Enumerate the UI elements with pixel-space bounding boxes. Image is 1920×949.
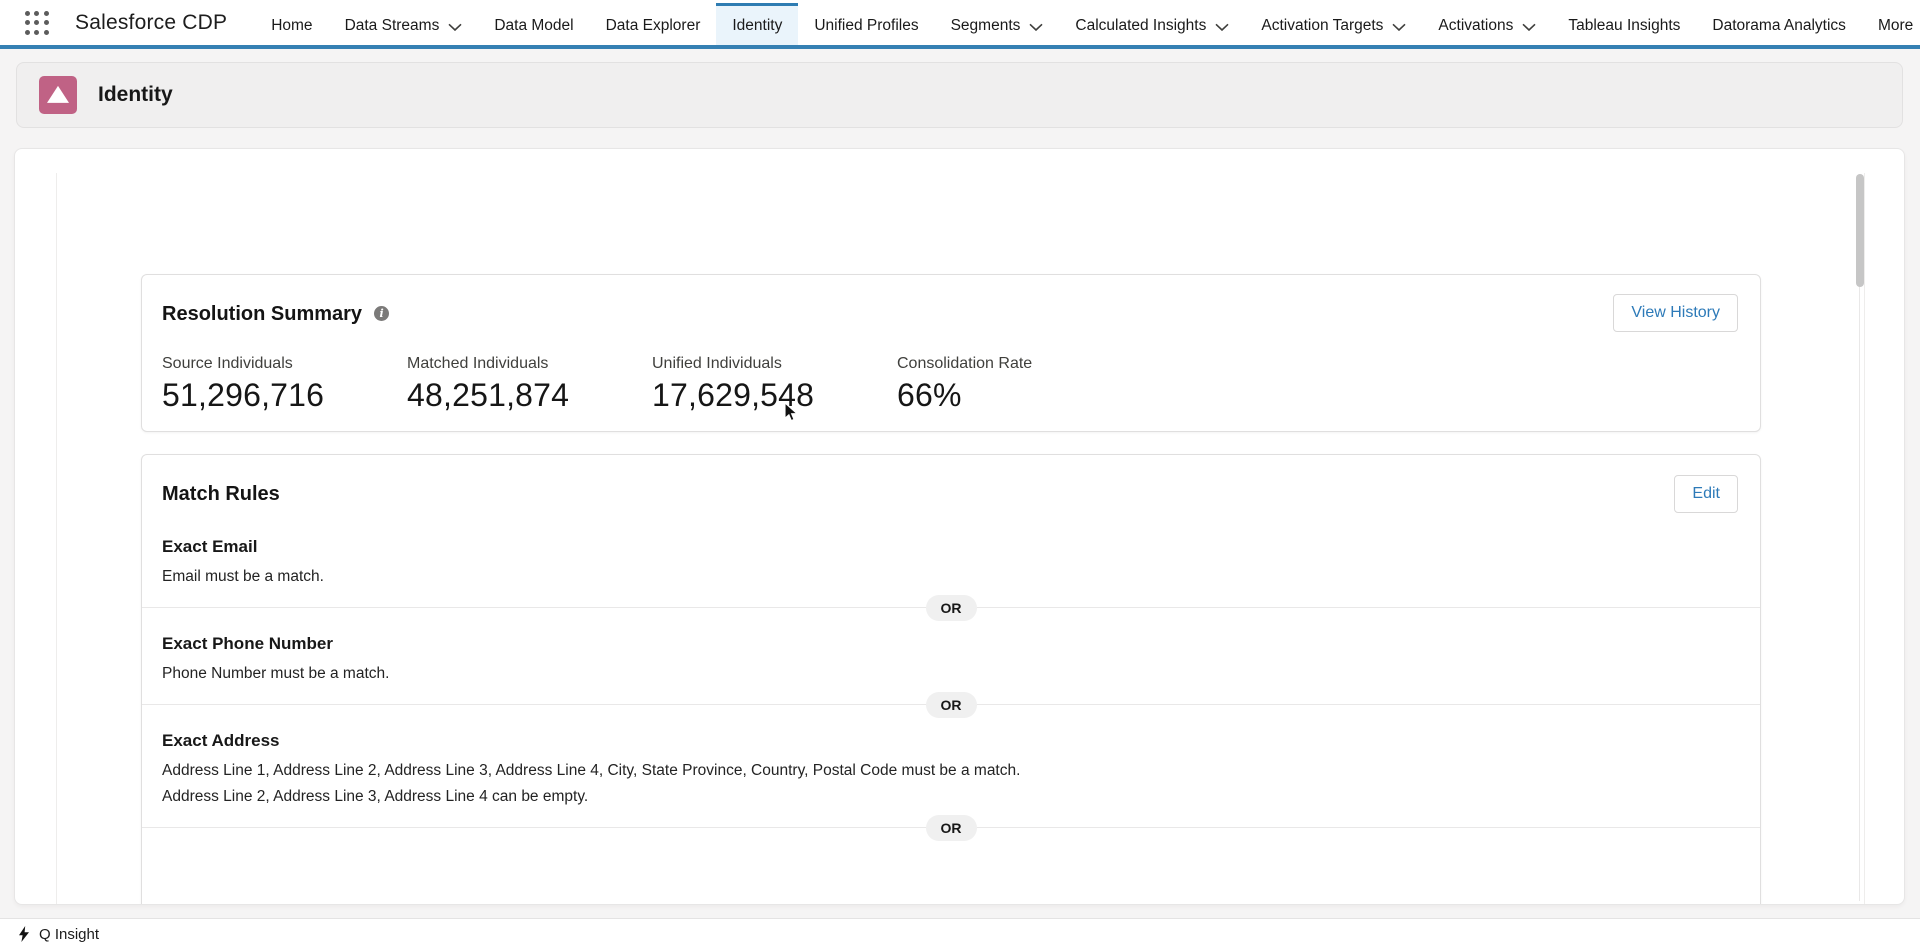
- utility-bar: Q Insight: [0, 918, 1920, 949]
- resolution-summary-title: Resolution Summary: [162, 303, 363, 325]
- nav-item-label: Data Explorer: [605, 16, 701, 34]
- or-separator: OR: [142, 814, 1760, 841]
- nav-item-label: Unified Profiles: [814, 16, 919, 34]
- nav-item-label: Activation Targets: [1261, 16, 1384, 34]
- stat-label: Source Individuals: [162, 355, 293, 372]
- stat-value: 51,296,716: [162, 377, 325, 413]
- triangle-glyph: [47, 85, 69, 103]
- or-badge: OR: [925, 691, 977, 718]
- nav-item-label: Tableau Insights: [1568, 16, 1681, 34]
- chevron-down-icon: [1522, 23, 1536, 31]
- stat-value: 66%: [897, 377, 962, 413]
- scrollbar-track[interactable]: [1859, 174, 1860, 901]
- nav-tabs: Home Data Streams Data Model Data Explor…: [255, 0, 1920, 45]
- match-rule-exact-address: Exact Address Address Line 1, Address Li…: [142, 731, 1760, 810]
- match-rule-exact-phone-number: Exact Phone Number Phone Number must be …: [142, 634, 1760, 687]
- nav-item-activation-targets[interactable]: Activation Targets: [1245, 3, 1422, 45]
- resolution-summary-header: Resolution Summary View History: [142, 275, 1760, 332]
- stat-label: Matched Individuals: [407, 355, 549, 372]
- nav-item-label: Data Model: [494, 16, 574, 34]
- page-header: Identity: [16, 62, 1903, 128]
- rule-description: Phone Number must be a match.: [162, 665, 390, 682]
- stat-consolidation-rate: Consolidation Rate 66%: [897, 354, 1142, 412]
- rule-name: Exact Phone Number: [162, 634, 333, 653]
- stat-value: 17,629,548: [652, 377, 815, 413]
- nav-item-unified-profiles[interactable]: Unified Profiles: [798, 3, 934, 45]
- nav-item-data-streams[interactable]: Data Streams: [329, 3, 479, 45]
- nav-item-label: Activations: [1438, 16, 1514, 34]
- nav-item-calculated-insights[interactable]: Calculated Insights: [1059, 3, 1245, 45]
- stat-source-individuals: Source Individuals 51,296,716: [162, 354, 407, 412]
- app-name: Salesforce CDP: [75, 10, 228, 34]
- resolution-summary-panel: Resolution Summary View History Source I…: [141, 274, 1761, 432]
- rule-description: Email must be a match.: [162, 568, 324, 585]
- chevron-down-icon: [1215, 23, 1229, 31]
- match-rules-title: Match Rules: [162, 483, 280, 505]
- or-separator: OR: [142, 594, 1760, 621]
- app-launcher-icon[interactable]: [25, 11, 49, 35]
- match-rules-panel: Match Rules Edit Exact Email Email must …: [141, 454, 1761, 904]
- nav-item-data-model[interactable]: Data Model: [478, 3, 589, 45]
- stat-unified-individuals: Unified Individuals 17,629,548: [652, 354, 897, 412]
- nav-item-tableau-insights[interactable]: Tableau Insights: [1552, 3, 1696, 45]
- page-title: Identity: [98, 83, 173, 106]
- nav-item-home[interactable]: Home: [255, 3, 328, 45]
- resolution-stats-row: Source Individuals 51,296,716 Matched In…: [142, 354, 1760, 412]
- rule-description: Address Line 1, Address Line 2, Address …: [162, 762, 1021, 779]
- edit-button[interactable]: Edit: [1674, 475, 1738, 513]
- chevron-down-icon: [1392, 23, 1406, 31]
- main-content-card: Resolution Summary View History Source I…: [14, 148, 1905, 905]
- chevron-down-icon: [448, 23, 462, 31]
- nav-item-label: Identity: [732, 16, 783, 34]
- nav-item-identity[interactable]: Identity: [716, 3, 799, 45]
- chevron-down-icon: [1029, 23, 1043, 31]
- nav-item-more[interactable]: More: [1862, 3, 1920, 45]
- match-rules-header: Match Rules Edit: [142, 455, 1760, 513]
- stat-matched-individuals: Matched Individuals 48,251,874: [407, 354, 652, 412]
- nav-item-activations[interactable]: Activations: [1422, 3, 1552, 45]
- match-rule-exact-email: Exact Email Email must be a match.: [142, 537, 1760, 590]
- global-navigation-bar: Salesforce CDP Home Data Streams Data Mo…: [0, 0, 1920, 49]
- identity-content-frame: [56, 173, 1865, 904]
- stat-value: 48,251,874: [407, 377, 570, 413]
- rule-name: Exact Address: [162, 731, 280, 750]
- or-badge: OR: [925, 814, 977, 841]
- nav-item-label: Data Streams: [344, 16, 440, 34]
- info-icon[interactable]: [374, 306, 390, 321]
- nav-item-label: Calculated Insights: [1075, 16, 1207, 34]
- nav-item-label: More: [1877, 16, 1914, 34]
- stat-label: Consolidation Rate: [897, 355, 1033, 372]
- stat-label: Unified Individuals: [652, 355, 782, 372]
- rule-name: Exact Email: [162, 537, 258, 556]
- nav-item-label: Datorama Analytics: [1712, 16, 1846, 34]
- identity-app-icon: [39, 76, 77, 114]
- utility-item-q-insight[interactable]: Q Insight: [39, 925, 100, 943]
- lightning-icon: [19, 926, 29, 942]
- nav-item-data-explorer[interactable]: Data Explorer: [590, 3, 717, 45]
- scrollbar-thumb[interactable]: [1856, 174, 1864, 287]
- nav-item-datorama-analytics[interactable]: Datorama Analytics: [1696, 3, 1862, 45]
- rule-description: Address Line 2, Address Line 3, Address …: [162, 788, 589, 805]
- nav-item-label: Segments: [950, 16, 1021, 34]
- or-badge: OR: [925, 594, 977, 621]
- or-separator: OR: [142, 691, 1760, 718]
- nav-item-segments[interactable]: Segments: [935, 3, 1060, 45]
- nav-item-label: Home: [271, 16, 313, 34]
- view-history-button[interactable]: View History: [1613, 294, 1738, 332]
